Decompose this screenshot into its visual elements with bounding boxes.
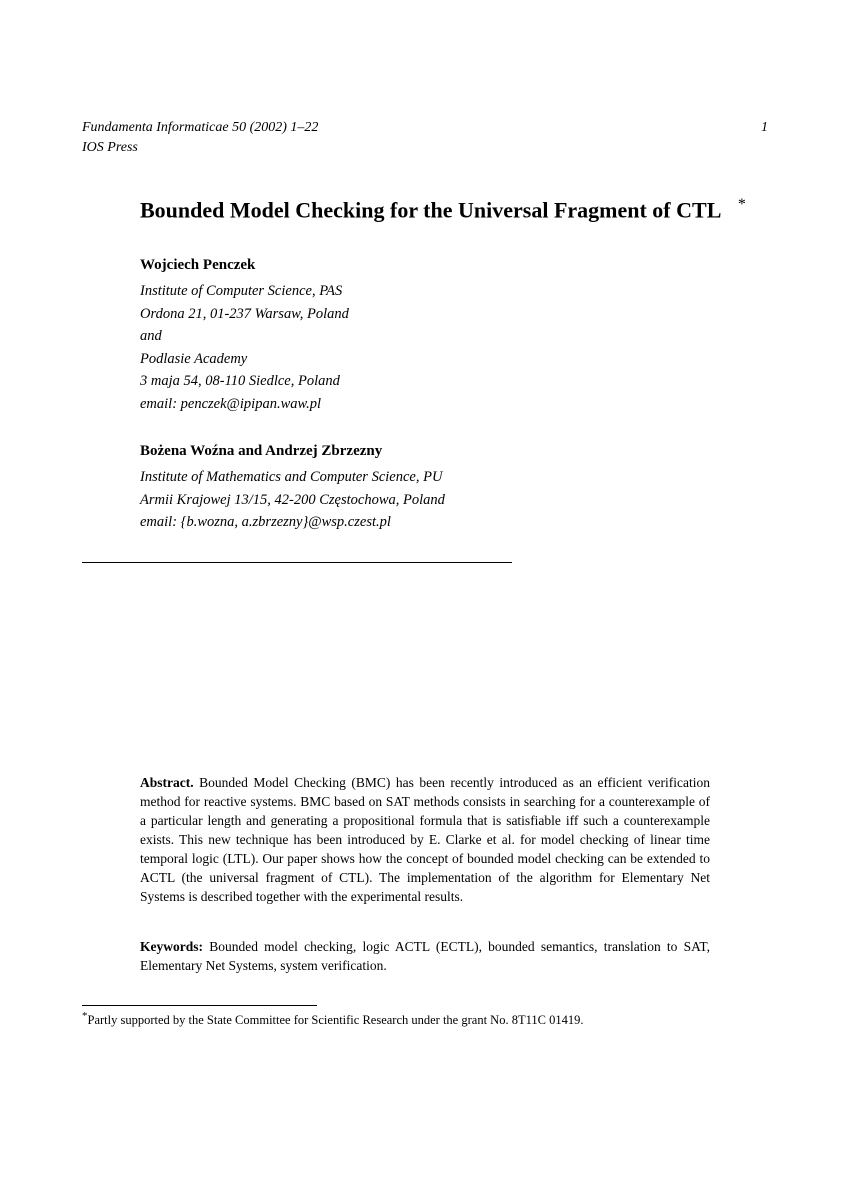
affiliation-line: Armii Krajowej 13/15, 42-200 Częstochowa… bbox=[140, 489, 768, 511]
affiliation-line: Ordona 21, 01-237 Warsaw, Poland bbox=[140, 303, 768, 325]
publisher: IOS Press bbox=[82, 140, 768, 156]
header-rule bbox=[82, 562, 512, 563]
affiliation-line: Institute of Mathematics and Computer Sc… bbox=[140, 466, 768, 488]
footnote-rule bbox=[82, 1005, 317, 1006]
title-main: Bounded Model Checking for the Universal… bbox=[140, 197, 676, 222]
affiliation-line: 3 maja 54, 08-110 Siedlce, Poland bbox=[140, 370, 768, 392]
paper-title: Bounded Model Checking for the Universal… bbox=[140, 196, 768, 223]
affiliation-line: email: penczek@ipipan.waw.pl bbox=[140, 393, 768, 415]
author-name: Wojciech Penczek bbox=[140, 257, 768, 274]
author-name: Bożena Woźna and Andrzej Zbrzezny bbox=[140, 443, 768, 460]
abstract: Abstract. Bounded Model Checking (BMC) h… bbox=[140, 773, 710, 907]
affiliation-line: Institute of Computer Science, PAS bbox=[140, 280, 768, 302]
affiliation-line: Podlasie Academy bbox=[140, 348, 768, 370]
affiliation-line: and bbox=[140, 325, 768, 347]
title-logic: CTL bbox=[676, 197, 721, 222]
author-block-2: Bożena Woźna and Andrzej Zbrzezny Instit… bbox=[140, 443, 768, 533]
title-footnote-marker: * bbox=[738, 196, 746, 213]
running-head: Fundamenta Informaticae 50 (2002) 1–22 1 bbox=[82, 120, 768, 136]
keywords-label: Keywords: bbox=[140, 939, 203, 954]
keywords: Keywords: Bounded model checking, logic … bbox=[140, 937, 710, 975]
footnote: *Partly supported by the State Committee… bbox=[82, 1010, 768, 1028]
keywords-text: Bounded model checking, logic ACTL (ECTL… bbox=[140, 939, 710, 973]
abstract-text: Bounded Model Checking (BMC) has been re… bbox=[140, 775, 710, 905]
footnote-text: Partly supported by the State Committee … bbox=[88, 1013, 584, 1027]
paper-page: Fundamenta Informaticae 50 (2002) 1–22 1… bbox=[0, 0, 850, 1088]
journal-info: Fundamenta Informaticae 50 (2002) 1–22 bbox=[82, 120, 318, 136]
page-number: 1 bbox=[761, 120, 768, 136]
affiliation-line: email: {b.wozna, a.zbrzezny}@wsp.czest.p… bbox=[140, 511, 768, 533]
author-block-1: Wojciech Penczek Institute of Computer S… bbox=[140, 257, 768, 415]
abstract-label: Abstract. bbox=[140, 775, 194, 790]
